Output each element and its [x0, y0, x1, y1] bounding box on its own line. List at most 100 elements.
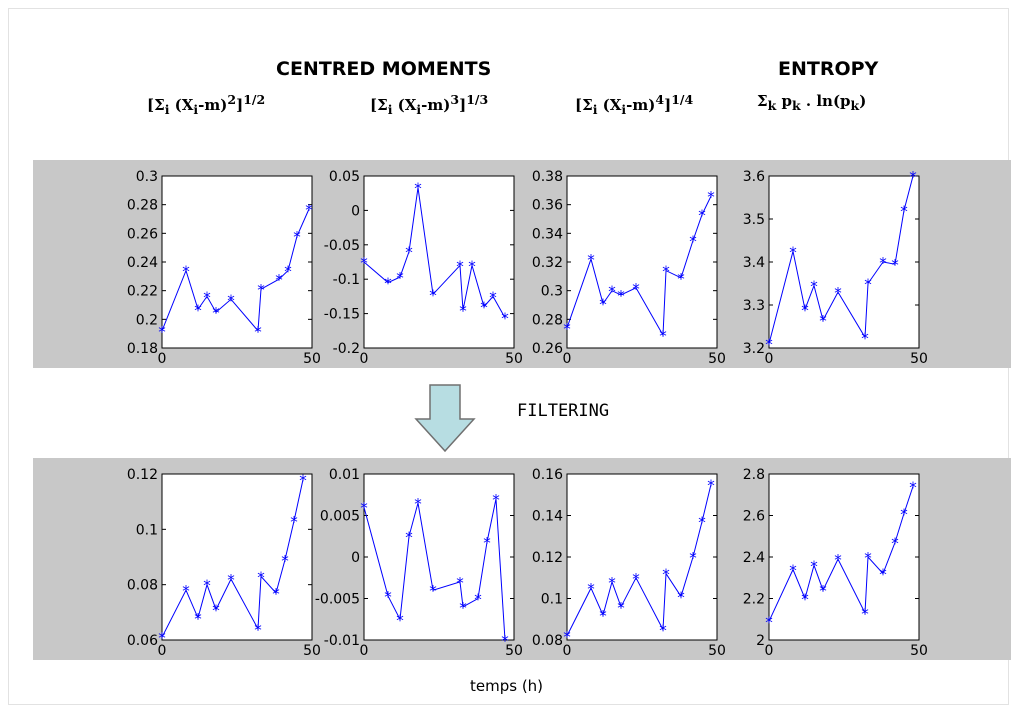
data-point-marker: *: [299, 472, 307, 490]
chart-panel-filtered-moment-2: 0.060.080.10.120 50************: [127, 467, 321, 659]
data-point-marker: *: [891, 256, 899, 274]
y-tick-label: 0.08: [127, 578, 158, 594]
formula-moment-4: [Σi (Xi-m)4]1/4: [575, 92, 694, 117]
data-point-marker: *: [900, 505, 908, 523]
y-tick-label: 0.3: [541, 284, 563, 300]
y-tick-label: 0.1: [136, 522, 158, 538]
data-point-marker: *: [789, 561, 797, 579]
data-point-marker: *: [617, 599, 625, 617]
data-point-marker: *: [587, 251, 595, 269]
y-tick-label: -0.01: [324, 633, 360, 649]
data-point-marker: *: [284, 263, 292, 281]
data-point-marker: *: [879, 566, 887, 584]
data-point-marker: *: [281, 552, 289, 570]
data-point-marker: *: [608, 283, 616, 301]
data-point-marker: *: [194, 610, 202, 628]
y-tick-label: 0.28: [532, 312, 563, 328]
data-point-marker: *: [227, 291, 235, 309]
formula-entropy: Σk pk . ln(pk): [757, 92, 867, 113]
y-tick-label: 3.6: [743, 169, 765, 185]
y-tick-label: 3.5: [743, 212, 765, 228]
x-tick-label: 0: [563, 643, 572, 659]
x-tick-label: 0: [765, 643, 774, 659]
plot-area: [768, 175, 920, 349]
data-point-marker: *: [414, 495, 422, 513]
data-point-marker: *: [909, 478, 917, 496]
series-line: [161, 208, 310, 333]
series-line: [768, 486, 914, 622]
filtering-label: FILTERING: [517, 401, 610, 421]
y-tick-label: -0.005: [315, 592, 360, 608]
data-point-marker: *: [587, 580, 595, 598]
data-point-marker: *: [861, 605, 869, 623]
data-point-marker: *: [563, 628, 571, 646]
data-point-marker: *: [384, 275, 392, 293]
y-tick-label: 2: [756, 633, 765, 649]
y-tick-label: 0: [351, 550, 360, 566]
data-point-marker: *: [698, 207, 706, 225]
data-point-marker: *: [698, 514, 706, 532]
y-tick-label: 0.38: [532, 169, 563, 185]
x-axis-label: temps (h): [470, 677, 544, 695]
data-point-marker: *: [257, 568, 265, 586]
y-tick-label: 0.18: [127, 341, 158, 357]
data-point-marker: *: [272, 585, 280, 603]
data-point-marker: *: [212, 304, 220, 322]
y-tick-label: 0.16: [532, 467, 563, 483]
data-point-marker: *: [182, 263, 190, 281]
data-point-marker: *: [293, 228, 301, 246]
data-point-marker: *: [405, 244, 413, 262]
data-point-marker: *: [384, 588, 392, 606]
data-point-marker: *: [819, 582, 827, 600]
data-point-marker: *: [909, 168, 917, 186]
x-tick-label: 0: [158, 351, 167, 367]
data-point-marker: *: [212, 602, 220, 620]
data-point-marker: *: [789, 243, 797, 261]
plot-area: [161, 473, 313, 641]
data-point-marker: *: [158, 323, 166, 341]
data-point-marker: *: [489, 288, 497, 306]
data-point-marker: *: [765, 336, 773, 354]
centred-moments-heading: CENTRED MOMENTS: [276, 58, 492, 80]
y-tick-label: -0.05: [324, 238, 360, 254]
chart-panel-raw-entropy: 3.23.33.43.53.60 50********* ***: [743, 168, 928, 367]
x-tick-label: 50: [910, 351, 928, 367]
y-tick-label: 0.1: [541, 592, 563, 608]
plot-area: [363, 473, 515, 641]
chart-panel-raw-moment-4: 0.260.280.30.320.340.360.380 50**** * *** **…: [532, 169, 726, 367]
data-point-marker: *: [879, 254, 887, 272]
data-point-marker: *: [290, 513, 298, 531]
y-tick-label: 2.4: [743, 550, 765, 566]
data-point-marker: *: [662, 566, 670, 584]
data-point-marker: *: [459, 302, 467, 320]
down-arrow-icon: [414, 384, 476, 453]
series-line: [566, 195, 712, 337]
data-point-marker: *: [864, 276, 872, 294]
chart-panel-filtered-entropy: 22.22.42.62.80 50************: [743, 467, 928, 659]
x-tick-label: 50: [708, 351, 726, 367]
y-tick-label: 0.28: [127, 198, 158, 214]
data-point-marker: *: [662, 263, 670, 281]
chart-panel-filtered-moment-4: 0.080.10.120.140.160 50************: [532, 467, 726, 659]
y-tick-label: 0.3: [136, 169, 158, 185]
y-tick-label: 3.3: [743, 298, 765, 314]
data-point-marker: *: [456, 257, 464, 275]
data-point-marker: *: [707, 188, 715, 206]
data-point-marker: *: [254, 323, 262, 341]
data-point-marker: *: [396, 269, 404, 287]
data-point-marker: *: [608, 574, 616, 592]
data-point-marker: *: [194, 301, 202, 319]
entropy-heading: ENTROPY: [778, 58, 879, 80]
data-point-marker: *: [632, 570, 640, 588]
y-tick-label: -0.1: [333, 272, 360, 288]
data-point-marker: *: [501, 310, 509, 328]
data-point-marker: *: [677, 270, 685, 288]
y-tick-label: 2.2: [743, 592, 765, 608]
data-point-marker: *: [659, 622, 667, 640]
y-tick-label: 0.34: [532, 226, 563, 242]
x-tick-label: 0: [158, 643, 167, 659]
y-tick-label: 0.05: [329, 169, 360, 185]
